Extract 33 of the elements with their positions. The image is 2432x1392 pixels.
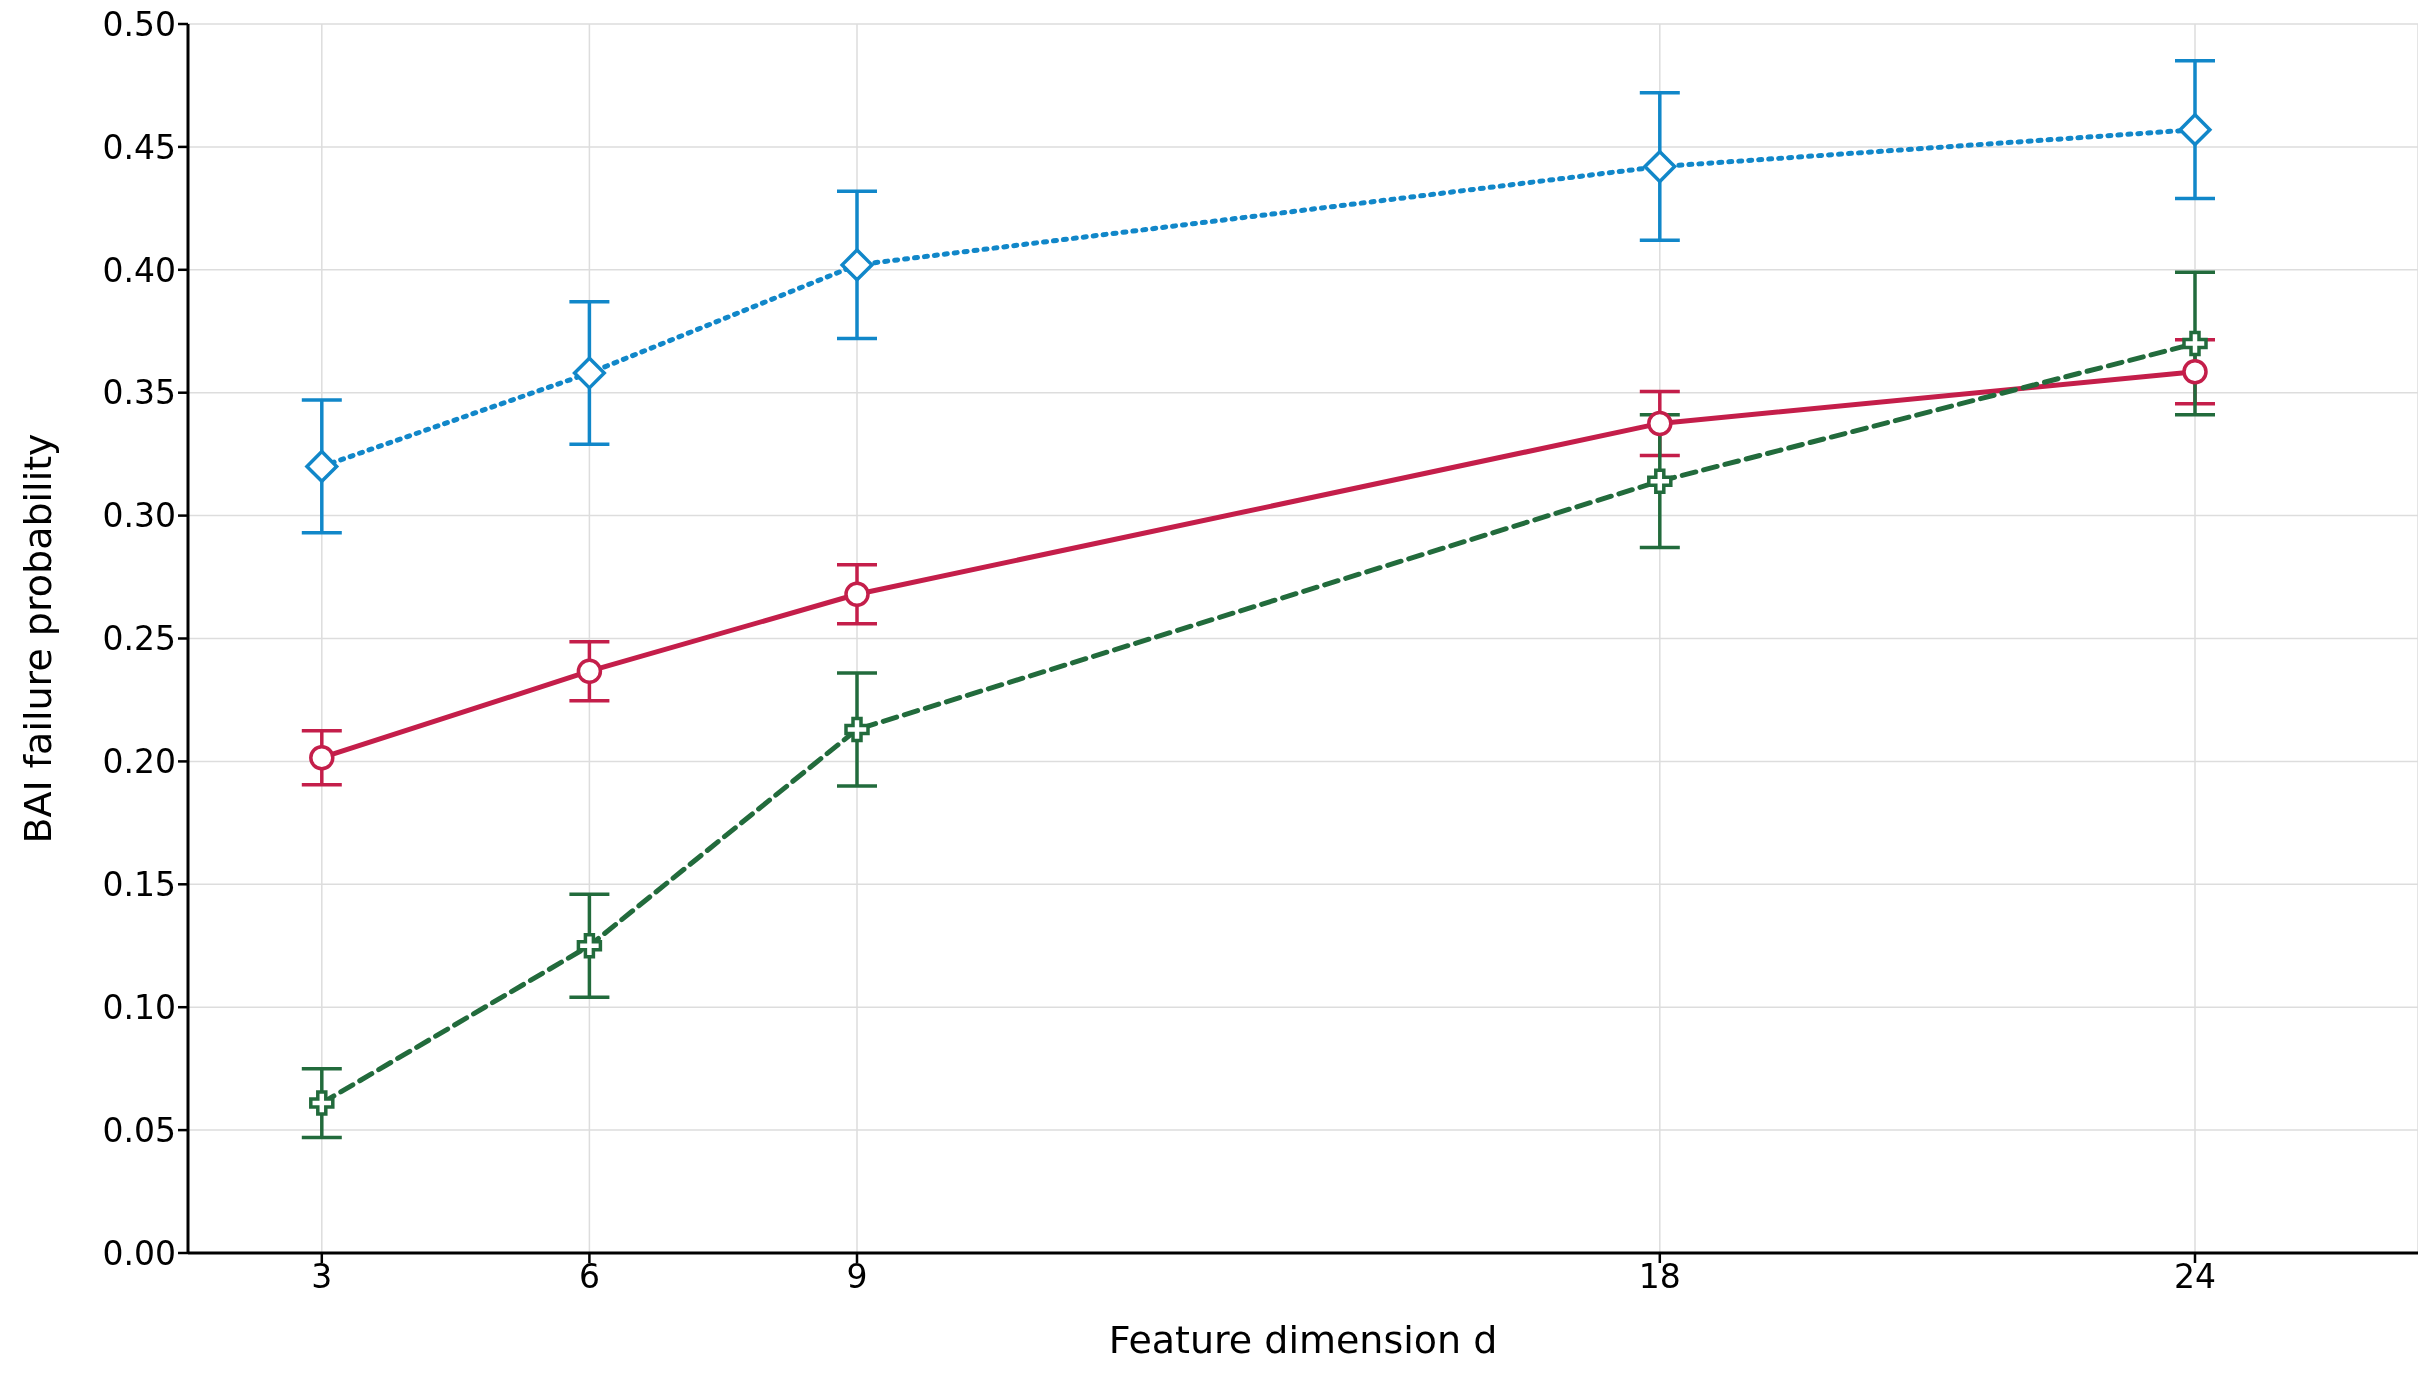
- point: [1647, 410, 1673, 437]
- point: [576, 933, 603, 959]
- point: [1643, 149, 1677, 184]
- point: [844, 581, 870, 608]
- y-tick-label: 0.35: [102, 373, 176, 413]
- point: [309, 744, 335, 771]
- point: [1647, 468, 1673, 494]
- x-tick-label: 3: [311, 1257, 333, 1297]
- point: [840, 248, 874, 282]
- point: [572, 356, 606, 390]
- y-tick-label: 0.10: [102, 987, 176, 1027]
- x-tick-label: 18: [1638, 1257, 1681, 1297]
- x-tick-label: 24: [2174, 1257, 2216, 1297]
- point: [844, 716, 870, 743]
- y-axis-title: BAI failure probability: [16, 433, 61, 844]
- x-axis-title: Feature dimension d: [1108, 1318, 1498, 1362]
- point: [576, 658, 603, 684]
- y-tick-label: 0.20: [102, 742, 176, 782]
- point: [2178, 113, 2212, 147]
- point: [309, 1090, 335, 1116]
- point: [2182, 359, 2208, 385]
- y-tick-label: 0.15: [102, 865, 176, 905]
- x-tick-label: 9: [846, 1257, 868, 1297]
- y-tick-label: 0.25: [102, 619, 176, 659]
- y-tick-label: 0.05: [102, 1110, 176, 1150]
- point: [305, 449, 339, 484]
- y-tick-label: 0.30: [102, 496, 176, 536]
- y-tick-label: 0.50: [102, 4, 176, 44]
- point: [2182, 330, 2208, 357]
- y-tick-label: 0.40: [102, 250, 176, 290]
- y-tick-label: 0.45: [102, 127, 176, 167]
- x-tick-label: 6: [578, 1257, 600, 1297]
- y-tick-label: 0.00: [102, 1233, 176, 1273]
